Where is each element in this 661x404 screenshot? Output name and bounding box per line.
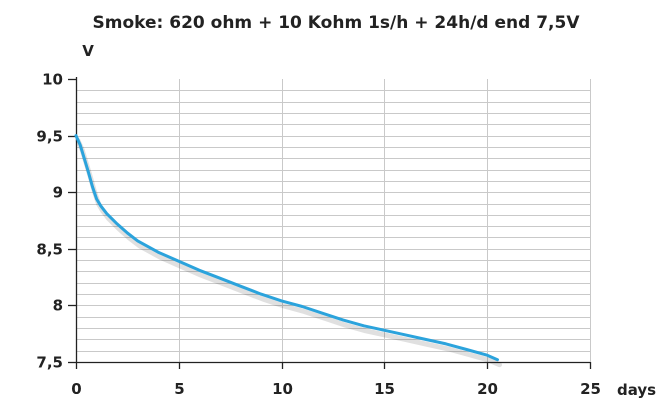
x-tick-label: 15	[374, 380, 395, 398]
y-tick-label: 10	[42, 71, 63, 89]
x-tick-label: 10	[272, 380, 293, 398]
y-tick-label: 8	[53, 297, 63, 315]
y-tick-label: 7,5	[36, 354, 63, 372]
x-tick-label: 5	[174, 380, 184, 398]
x-axis-label: days	[617, 381, 656, 399]
y-tick-label: 9	[53, 184, 63, 202]
chart-title: Smoke: 620 ohm + 10 Kohm 1s/h + 24h/d en…	[93, 13, 581, 33]
data-series	[74, 134, 502, 368]
x-tick-label: 0	[71, 380, 81, 398]
grid-lines	[76, 79, 591, 362]
series-line	[74, 134, 499, 362]
x-tick-label: 20	[477, 380, 498, 398]
axes	[68, 77, 592, 369]
tick-labels: 7,5 8 8,5 9 9,5 10 0 5 10 15 20 25	[36, 71, 601, 399]
x-tick-label: 25	[580, 380, 601, 398]
y-tick-label: 8,5	[36, 241, 63, 259]
y-tick-label: 9,5	[36, 128, 63, 146]
y-axis-label: V	[82, 42, 94, 60]
series-line-shadow	[75, 138, 502, 368]
